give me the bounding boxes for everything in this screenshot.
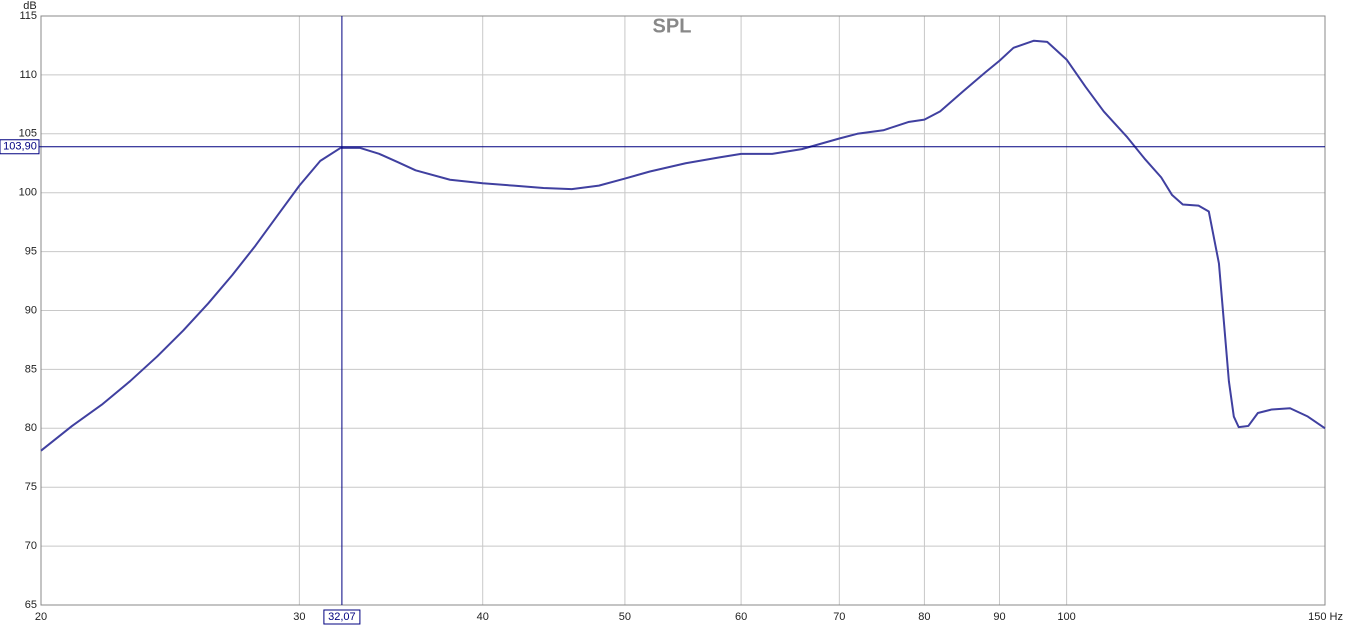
x-tick-label: 80 <box>918 611 930 623</box>
x-tick-label: 150 Hz <box>1308 611 1343 623</box>
plot-border <box>40 15 1326 606</box>
y-tick-label: 115 <box>19 10 37 22</box>
x-tick-label: 40 <box>477 611 489 623</box>
x-tick-label: 70 <box>833 611 845 623</box>
y-tick-label: 75 <box>25 481 37 493</box>
y-tick-label: 90 <box>25 304 37 316</box>
chart-title: SPL <box>653 15 692 37</box>
y-tick-label: 95 <box>25 246 37 258</box>
x-tick-label: 60 <box>735 611 747 623</box>
y-tick-label: 70 <box>25 540 37 552</box>
y-tick-label: 85 <box>25 363 37 375</box>
x-tick-label: 100 <box>1057 611 1075 623</box>
x-tick-label: 90 <box>993 611 1005 623</box>
x-tick-label: 50 <box>619 611 631 623</box>
y-tick-label: 100 <box>19 187 37 199</box>
x-tick-label: 20 <box>35 611 47 623</box>
y-tick-label: 105 <box>19 128 37 140</box>
y-tick-label: 65 <box>25 599 37 611</box>
cursor-x-label: 32,07 <box>328 611 356 623</box>
y-axis-label: dB <box>23 0 36 12</box>
cursor-y-label: 103,90 <box>3 141 37 153</box>
y-tick-label: 80 <box>25 422 37 434</box>
cursor-y-box <box>0 139 40 155</box>
y-tick-label: 110 <box>19 69 37 81</box>
spl-line <box>40 39 1326 452</box>
x-tick-label: 30 <box>293 611 305 623</box>
cursor-x-box <box>323 609 361 625</box>
